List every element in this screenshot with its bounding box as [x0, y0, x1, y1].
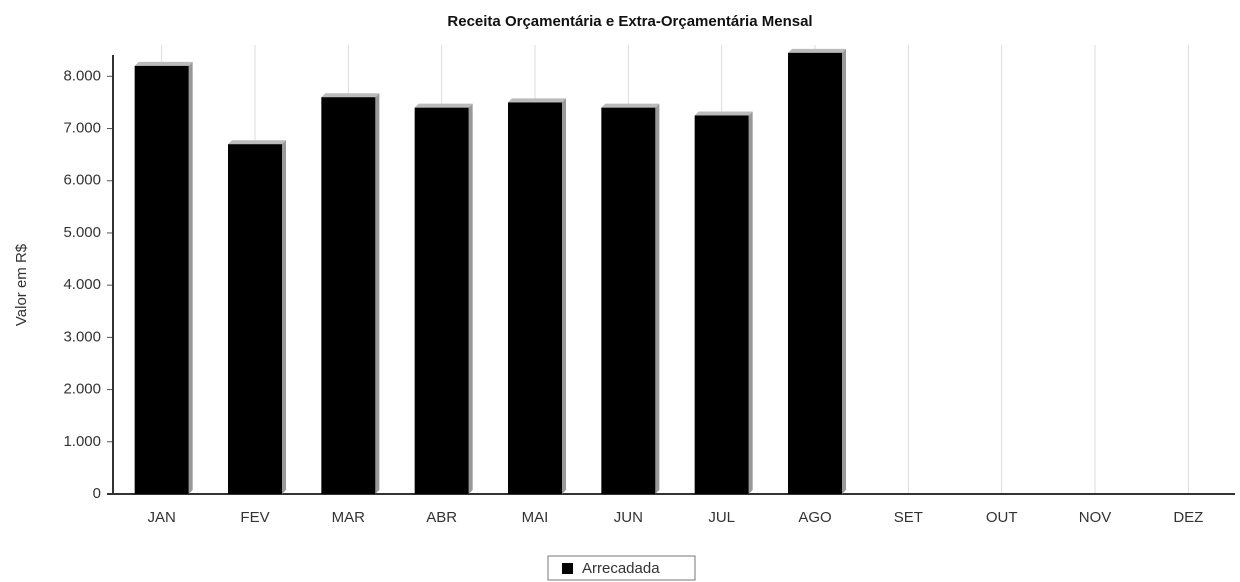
y-tick-label: 0	[93, 485, 101, 502]
x-tick-label: OUT	[986, 509, 1018, 526]
bar-top	[788, 48, 846, 53]
bar	[228, 144, 282, 494]
legend-label: Arrecadada	[582, 560, 660, 577]
bar	[508, 102, 562, 494]
bar-top	[321, 93, 380, 98]
y-tick-label: 7.000	[63, 120, 101, 137]
bar	[788, 52, 842, 495]
x-tick-label: MAR	[332, 509, 366, 526]
bar-side	[842, 48, 846, 495]
x-tick-label: JUL	[708, 509, 735, 526]
x-tick-label: DEZ	[1173, 509, 1203, 526]
bar-top	[694, 111, 753, 116]
x-tick-label: AGO	[798, 509, 831, 526]
y-tick-label: 2.000	[63, 381, 101, 398]
y-tick-label: 6.000	[63, 172, 101, 189]
bar-side	[188, 61, 193, 494]
bar-top	[228, 140, 286, 145]
x-tick-label: JUN	[614, 509, 643, 526]
bar	[134, 65, 189, 494]
bar-side	[562, 98, 566, 494]
legend-swatch	[562, 563, 573, 574]
bar	[414, 107, 469, 495]
y-tick-label: 3.000	[63, 328, 101, 345]
bar-top	[508, 98, 566, 103]
x-tick-label: FEV	[240, 509, 269, 526]
x-tick-label: ABR	[426, 509, 457, 526]
x-tick-label: JAN	[147, 509, 175, 526]
bar-top	[414, 103, 473, 108]
bar	[321, 97, 376, 495]
x-tick-label: MAI	[522, 509, 549, 526]
chart-title: Receita Orçamentária e Extra-Orçamentári…	[447, 13, 812, 30]
bar-side	[468, 103, 473, 495]
y-tick-label: 4.000	[63, 276, 101, 293]
bar-side	[748, 111, 753, 495]
bar-top	[601, 103, 660, 108]
x-tick-label: NOV	[1079, 509, 1112, 526]
bar-top	[134, 61, 193, 66]
y-tick-label: 5.000	[63, 224, 101, 241]
y-tick-label: 8.000	[63, 67, 101, 84]
x-tick-label: SET	[894, 509, 923, 526]
bar	[601, 107, 656, 495]
bar-side	[282, 140, 286, 494]
bar-side	[375, 93, 380, 495]
y-axis-label: Valor em R$	[13, 243, 30, 326]
bar	[694, 115, 749, 495]
bar-side	[655, 103, 660, 495]
y-tick-label: 1.000	[63, 433, 101, 450]
